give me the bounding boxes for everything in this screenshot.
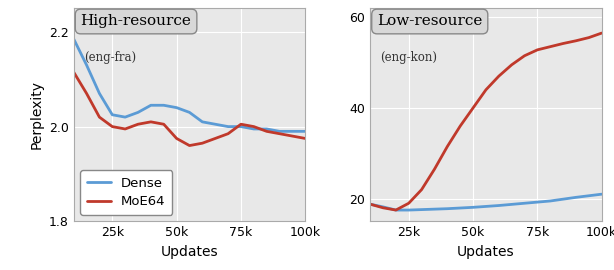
MoE64	[469, 106, 476, 110]
MoE64	[534, 48, 541, 52]
MoE64	[289, 134, 296, 138]
MoE64	[392, 208, 400, 212]
Line: Dense: Dense	[74, 39, 305, 131]
Dense	[70, 37, 77, 40]
Dense	[521, 202, 528, 205]
MoE64	[431, 168, 438, 171]
Dense	[572, 196, 580, 199]
Dense	[431, 208, 438, 211]
Text: (eng-kon): (eng-kon)	[381, 51, 438, 64]
Dense	[418, 208, 426, 211]
Dense	[276, 130, 283, 133]
MoE64	[250, 125, 257, 128]
MoE64	[495, 75, 502, 78]
MoE64	[367, 202, 374, 206]
Dense	[469, 206, 476, 209]
Dense	[263, 127, 270, 131]
Dense	[379, 205, 387, 208]
Line: MoE64: MoE64	[74, 72, 305, 146]
MoE64	[456, 124, 464, 128]
MoE64	[276, 132, 283, 135]
Dense	[444, 207, 451, 210]
MoE64	[559, 42, 567, 45]
Text: Low-resource: Low-resource	[377, 15, 483, 29]
MoE64	[70, 70, 77, 74]
MoE64	[83, 92, 90, 95]
Dense	[160, 104, 168, 107]
Text: (eng-fra): (eng-fra)	[84, 51, 136, 64]
MoE64	[186, 144, 193, 147]
MoE64	[134, 123, 142, 126]
MoE64	[160, 123, 168, 126]
Line: Dense: Dense	[370, 194, 602, 210]
MoE64	[109, 125, 116, 128]
X-axis label: Updates: Updates	[457, 245, 515, 259]
MoE64	[482, 88, 489, 92]
Dense	[173, 106, 181, 109]
Dense	[598, 193, 605, 196]
Legend: Dense, MoE64: Dense, MoE64	[80, 170, 173, 215]
MoE64	[263, 130, 270, 133]
MoE64	[224, 132, 231, 135]
Dense	[405, 208, 413, 212]
Dense	[83, 63, 90, 67]
Dense	[109, 113, 116, 116]
MoE64	[173, 137, 181, 140]
MoE64	[546, 45, 554, 48]
MoE64	[444, 145, 451, 148]
MoE64	[572, 39, 580, 42]
MoE64	[585, 36, 593, 39]
Dense	[212, 123, 219, 126]
Dense	[495, 204, 502, 207]
MoE64	[418, 188, 426, 191]
MoE64	[379, 206, 387, 210]
Dense	[224, 125, 231, 128]
Dense	[199, 120, 206, 123]
Dense	[147, 104, 155, 107]
Line: MoE64: MoE64	[370, 33, 602, 210]
MoE64	[521, 54, 528, 57]
MoE64	[405, 202, 413, 205]
Dense	[237, 125, 244, 128]
Dense	[122, 116, 129, 119]
MoE64	[122, 127, 129, 131]
Dense	[250, 127, 257, 131]
MoE64	[212, 137, 219, 140]
Dense	[96, 92, 103, 95]
Dense	[186, 111, 193, 114]
X-axis label: Updates: Updates	[161, 245, 219, 259]
MoE64	[237, 123, 244, 126]
MoE64	[301, 137, 309, 140]
Dense	[392, 208, 400, 212]
Dense	[367, 202, 374, 206]
Dense	[289, 130, 296, 133]
Text: High-resource: High-resource	[80, 15, 192, 29]
MoE64	[508, 63, 515, 66]
Y-axis label: Perplexity: Perplexity	[29, 80, 44, 149]
Dense	[134, 111, 142, 114]
MoE64	[147, 120, 155, 123]
Dense	[546, 199, 554, 202]
MoE64	[598, 31, 605, 35]
MoE64	[199, 141, 206, 145]
MoE64	[96, 116, 103, 119]
Dense	[301, 130, 309, 133]
